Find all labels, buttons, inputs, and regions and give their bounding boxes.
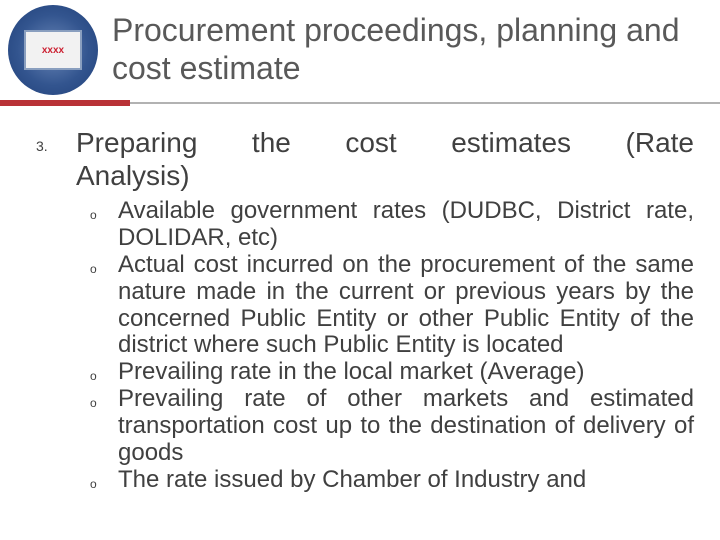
slide-header: xxxx Procurement proceedings, planning a… (0, 0, 720, 100)
list-item: o Available government rates (DUDBC, Dis… (90, 198, 694, 252)
list-item: o Prevailing rate in the local market (A… (90, 359, 694, 386)
divider-line (130, 102, 720, 104)
org-logo: xxxx (8, 5, 98, 95)
list-item: o Prevailing rate of other markets and e… (90, 386, 694, 467)
title-container: Procurement proceedings, planning and co… (112, 12, 720, 88)
list-number-marker: 3. (36, 126, 76, 192)
bullet-marker-icon: o (90, 386, 118, 467)
bullet-text: Prevailing rate in the local market (Ave… (118, 359, 694, 386)
numbered-line2: Analysis) (76, 159, 694, 192)
numbered-item: 3. Preparing the cost estimates (Rate An… (36, 126, 694, 192)
accent-bar (0, 100, 130, 106)
logo-inner-plate: xxxx (24, 30, 82, 70)
bullet-text: The rate issued by Chamber of Industry a… (118, 467, 694, 494)
bullet-marker-icon: o (90, 198, 118, 252)
numbered-item-text: Preparing the cost estimates (Rate Analy… (76, 126, 694, 192)
bullet-marker-icon: o (90, 252, 118, 360)
slide-title: Procurement proceedings, planning and co… (112, 12, 720, 88)
numbered-line1: Preparing the cost estimates (Rate (76, 127, 694, 158)
divider (0, 100, 720, 106)
bullet-marker-icon: o (90, 467, 118, 494)
bullet-text: Available government rates (DUDBC, Distr… (118, 198, 694, 252)
slide: xxxx Procurement proceedings, planning a… (0, 0, 720, 540)
bullet-marker-icon: o (90, 359, 118, 386)
slide-body: 3. Preparing the cost estimates (Rate An… (36, 126, 694, 494)
bullet-text: Actual cost incurred on the procurement … (118, 252, 694, 360)
list-item: o Actual cost incurred on the procuremen… (90, 252, 694, 360)
bullet-list: o Available government rates (DUDBC, Dis… (90, 198, 694, 494)
logo-ring-icon: xxxx (8, 5, 98, 95)
bullet-text: Prevailing rate of other markets and est… (118, 386, 694, 467)
list-item: o The rate issued by Chamber of Industry… (90, 467, 694, 494)
